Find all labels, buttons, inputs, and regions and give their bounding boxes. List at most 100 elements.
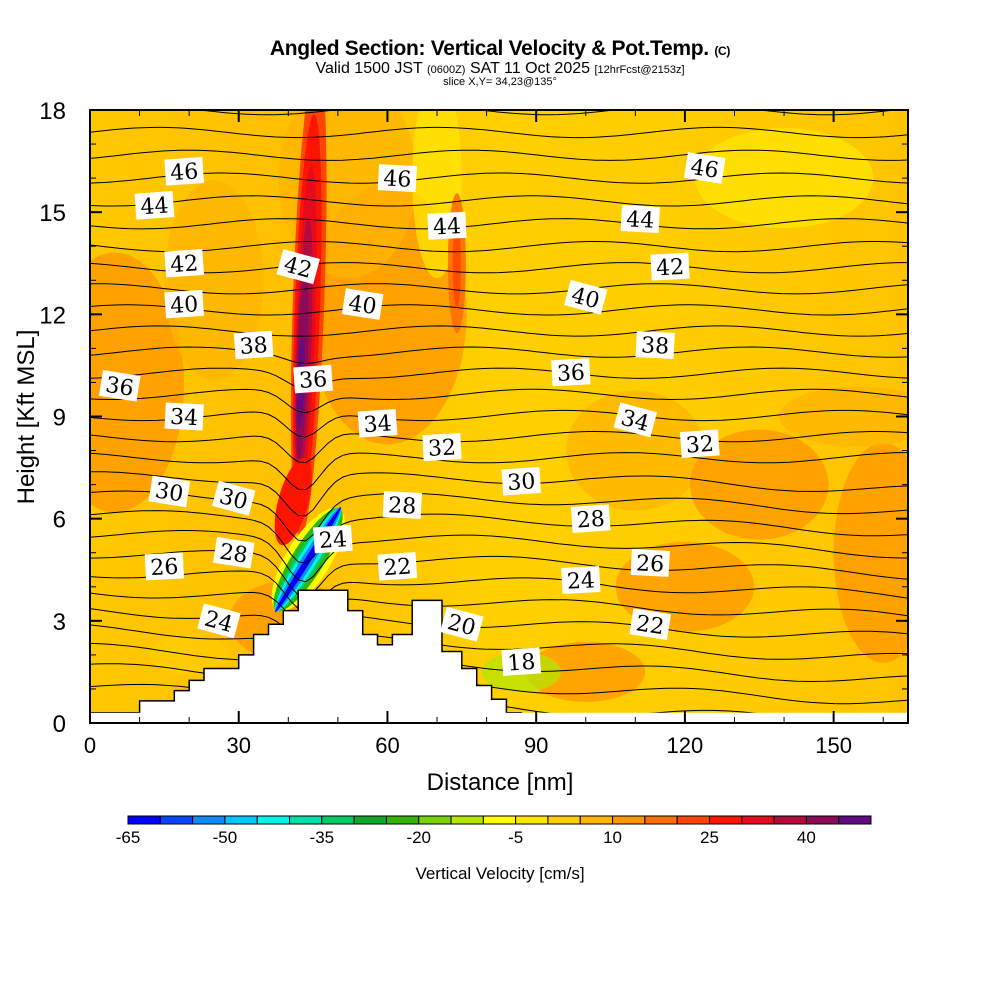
contour-label: 22 — [629, 608, 672, 641]
velocity-region — [833, 442, 908, 663]
colorbar-swatch — [612, 815, 646, 825]
colorbar-swatch — [676, 815, 710, 825]
theta-contour — [90, 431, 908, 464]
updraft-core — [274, 457, 312, 546]
updraft-core — [452, 218, 461, 309]
theta-contour — [90, 388, 908, 414]
contour-label-bg — [427, 211, 467, 240]
contour-label-bg — [620, 205, 660, 233]
theta-contour — [90, 592, 908, 625]
contour-label-text: 26 — [150, 555, 179, 581]
contour-label-text: 22 — [383, 554, 413, 581]
contour-label-text: 36 — [298, 367, 328, 394]
x-tick-label: 60 — [375, 733, 399, 758]
colorbar-swatch — [159, 815, 194, 825]
slice-info: slice X,Y= 34,23@135° — [443, 76, 557, 88]
contour-label-bg — [440, 606, 484, 642]
theta-contour — [90, 642, 908, 683]
valid-prefix: Valid 1500 JST — [315, 60, 423, 77]
theta-contour — [90, 530, 908, 583]
contour-label-text: 44 — [626, 207, 655, 233]
contour-label-bg — [382, 491, 422, 520]
contour-label-bg — [679, 429, 720, 459]
contour-label-bg — [501, 466, 542, 496]
contour-label-text: 22 — [634, 611, 666, 640]
contour-label: 26 — [144, 552, 185, 581]
contour-label-bg — [276, 249, 320, 285]
velocity-region — [164, 180, 264, 381]
chart-subtitle: Valid 1500 JST (0600Z) SAT 11 Oct 2025 [… — [0, 61, 1000, 78]
contour-label-text: 38 — [640, 333, 669, 359]
contour-label-bg — [212, 480, 256, 516]
y-axis-label: Height [Kft MSL] — [13, 330, 40, 505]
contour-label-bg — [313, 524, 353, 554]
contour-label-text: 30 — [507, 469, 537, 496]
contour-label-bg — [683, 152, 726, 184]
contour-label-bg — [98, 370, 141, 402]
contour-label: 46 — [164, 157, 205, 186]
contour-label-bg — [341, 288, 384, 320]
colorbar-tick-label: -65 — [116, 828, 141, 847]
contour-label-bg — [164, 157, 205, 186]
surface-strip — [90, 712, 908, 723]
colorbar-swatch — [450, 815, 484, 825]
x-tick-label: 30 — [226, 733, 250, 758]
terrain — [90, 589, 908, 723]
colorbar-swatch — [644, 815, 678, 825]
contour-label-text: 18 — [507, 650, 537, 677]
contour-label-text: 26 — [635, 551, 664, 577]
contour-label: 44 — [134, 191, 175, 220]
contour-label-text: 46 — [689, 155, 721, 184]
contour-label-text: 32 — [685, 432, 715, 459]
contour-label-bg — [422, 433, 462, 462]
contour-label-bg — [164, 402, 204, 431]
colorbar: -65 -50 -35 -20 -5 10 25 40 — [116, 815, 872, 847]
contour-label: 24 — [561, 565, 601, 595]
colorbar-swatch — [127, 815, 161, 825]
colorbar-swatch — [708, 815, 743, 825]
colorbar-swatch — [547, 815, 581, 825]
colorbar-swatch — [289, 815, 323, 825]
contour-label-bg — [629, 608, 672, 641]
contour-label-text: 36 — [104, 373, 136, 402]
contour-label: 24 — [313, 524, 353, 554]
contour-label-text: 46 — [383, 166, 412, 192]
colorbar-tick-label: -50 — [213, 828, 238, 847]
y-tick-label: 18 — [39, 98, 66, 125]
contour-label: 26 — [630, 548, 670, 578]
y-tick-label: 9 — [53, 405, 66, 432]
terrain-fill — [90, 590, 908, 723]
contour-label-bg — [164, 289, 205, 319]
contour-label: 36 — [98, 370, 141, 402]
theta-contour — [90, 624, 908, 660]
x-axis-label: Distance [nm] — [427, 769, 574, 796]
contour-label: 28 — [382, 491, 422, 520]
contour-label: 32 — [422, 433, 462, 462]
x-tick-label: 0 — [84, 733, 96, 758]
contour-label-bg — [377, 164, 418, 193]
contour-label-bg — [197, 603, 241, 639]
colorbar-swatch — [353, 815, 387, 825]
contour-label-bg — [551, 358, 591, 387]
theta-contour — [90, 241, 908, 253]
theta-contours — [90, 110, 908, 723]
chart-title: Angled Section: Vertical Velocity & Pot.… — [0, 37, 1000, 61]
theta-contour — [194, 110, 899, 116]
contour-label: 38 — [635, 331, 675, 360]
x-tick-label: 150 — [815, 733, 852, 758]
theta-contour — [90, 304, 908, 316]
colorbar-swatch — [838, 815, 872, 825]
contour-label: 44 — [620, 205, 660, 234]
contour-label-bg — [613, 402, 658, 438]
colorbar-title: Vertical Velocity [cm/s] — [415, 864, 585, 883]
theta-contour — [90, 409, 908, 438]
x-tick-label: 90 — [524, 733, 548, 758]
contour-label-text: 34 — [169, 405, 198, 431]
colorbar-swatch — [579, 815, 614, 825]
contour-label-text: 38 — [239, 333, 269, 360]
theta-contour — [90, 510, 908, 564]
valid-utc: (0600Z) — [426, 64, 466, 76]
contour-label-bg — [570, 504, 611, 533]
